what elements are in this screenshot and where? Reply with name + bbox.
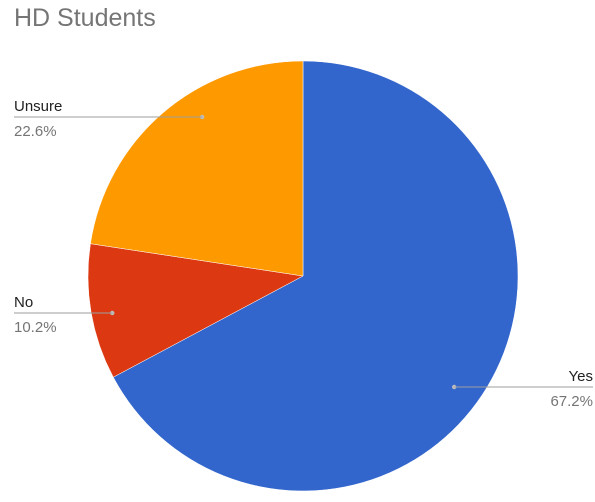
slice-label-no: No (14, 294, 33, 311)
slice-percent-yes: 67.2% (550, 393, 593, 410)
slice-percent-no: 10.2% (14, 319, 57, 336)
slice-labels: Yes 67.2% No 10.2% Unsure 22.6% (14, 98, 593, 410)
slice-label-unsure: Unsure (14, 98, 62, 115)
pie-slices (87, 60, 519, 492)
slice-percent-unsure: 22.6% (14, 123, 57, 140)
leader-lines (14, 114, 593, 390)
pie-slice-no (87, 243, 304, 378)
slice-label-yes: Yes (569, 368, 593, 385)
chart-title: HD Students (14, 4, 156, 32)
pie-slice-unsure (90, 60, 304, 277)
